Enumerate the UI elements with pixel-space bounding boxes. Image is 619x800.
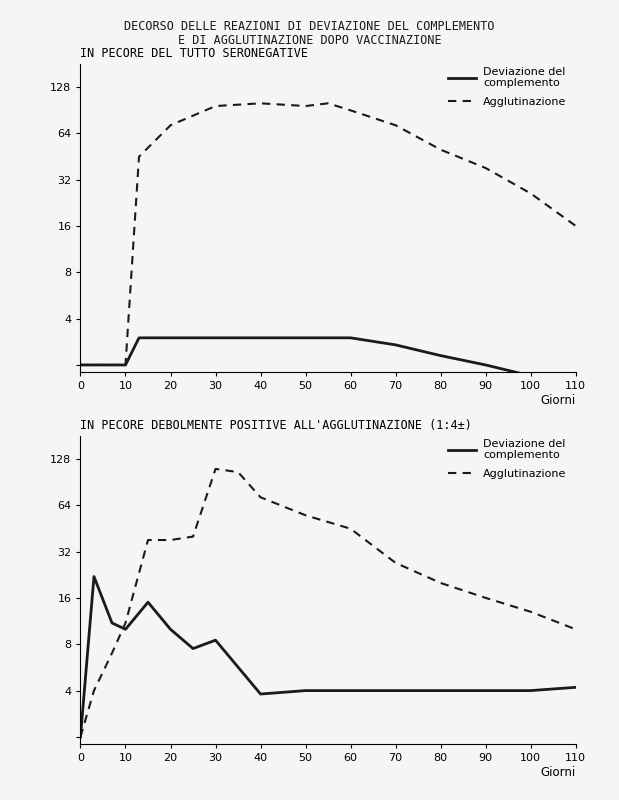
Agglutinazione — [108, 648, 116, 658]
Agglutinazione — [437, 145, 444, 154]
Deviazione del
complemento — [167, 625, 174, 634]
Deviazione del
complemento — [572, 682, 579, 692]
Agglutinazione — [167, 121, 174, 130]
Agglutinazione — [189, 532, 197, 542]
Deviazione del
complemento — [527, 686, 534, 695]
Deviazione del
complemento — [77, 732, 84, 742]
Deviazione del
complemento — [212, 635, 219, 645]
Agglutinazione — [437, 578, 444, 588]
Agglutinazione — [212, 102, 219, 111]
Text: IN PECORE DEBOLMENTE POSITIVE ALL'AGGLUTINAZIONE (1:4±): IN PECORE DEBOLMENTE POSITIVE ALL'AGGLUT… — [80, 419, 472, 432]
Agglutinazione — [235, 467, 242, 477]
Deviazione del
complemento — [482, 686, 490, 695]
Agglutinazione — [527, 189, 534, 198]
Agglutinazione — [392, 121, 399, 130]
X-axis label: Giorni: Giorni — [540, 394, 576, 406]
Agglutinazione — [90, 686, 98, 695]
Deviazione del
complemento — [302, 686, 310, 695]
Legend: Deviazione del
complemento, Agglutinazione: Deviazione del complemento, Agglutinazio… — [444, 63, 570, 110]
Agglutinazione — [302, 510, 310, 520]
Deviazione del
complemento — [527, 371, 534, 381]
Agglutinazione — [122, 360, 129, 370]
Deviazione del
complemento — [136, 333, 143, 342]
Agglutinazione — [212, 464, 219, 474]
Agglutinazione — [482, 593, 490, 602]
Agglutinazione — [347, 524, 354, 534]
Line: Deviazione del
complemento: Deviazione del complemento — [80, 338, 576, 389]
Deviazione del
complemento — [257, 690, 264, 699]
Agglutinazione — [77, 732, 84, 742]
Agglutinazione — [144, 535, 152, 545]
Deviazione del
complemento — [572, 384, 579, 394]
Agglutinazione — [136, 152, 143, 162]
Text: E DI AGGLUTINAZIONE DOPO VACCINAZIONE: E DI AGGLUTINAZIONE DOPO VACCINAZIONE — [178, 34, 441, 46]
Agglutinazione — [527, 607, 534, 617]
Deviazione del
complemento — [212, 333, 219, 342]
Agglutinazione — [482, 163, 490, 173]
Deviazione del
complemento — [437, 686, 444, 695]
Deviazione del
complemento — [90, 572, 98, 582]
Agglutinazione — [392, 558, 399, 568]
X-axis label: Giorni: Giorni — [540, 766, 576, 778]
Deviazione del
complemento — [189, 644, 197, 654]
Deviazione del
complemento — [108, 618, 116, 628]
Legend: Deviazione del
complemento, Agglutinazione: Deviazione del complemento, Agglutinazio… — [444, 435, 570, 482]
Text: IN PECORE DEL TUTTO SERONEGATIVE: IN PECORE DEL TUTTO SERONEGATIVE — [80, 47, 308, 60]
Agglutinazione — [347, 106, 354, 115]
Line: Agglutinazione: Agglutinazione — [80, 469, 576, 737]
Agglutinazione — [572, 625, 579, 634]
Deviazione del
complemento — [392, 686, 399, 695]
Deviazione del
complemento — [144, 598, 152, 607]
Agglutinazione — [122, 618, 129, 628]
Deviazione del
complemento — [437, 351, 444, 361]
Text: DECORSO DELLE REAZIONI DI DEVIAZIONE DEL COMPLEMENTO: DECORSO DELLE REAZIONI DI DEVIAZIONE DEL… — [124, 20, 495, 33]
Deviazione del
complemento — [167, 333, 174, 342]
Deviazione del
complemento — [392, 340, 399, 350]
Deviazione del
complemento — [302, 333, 310, 342]
Line: Deviazione del
complemento: Deviazione del complemento — [80, 577, 576, 737]
Agglutinazione — [257, 493, 264, 502]
Deviazione del
complemento — [347, 686, 354, 695]
Agglutinazione — [167, 535, 174, 545]
Agglutinazione — [77, 360, 84, 370]
Deviazione del
complemento — [347, 333, 354, 342]
Agglutinazione — [302, 102, 310, 111]
Agglutinazione — [324, 98, 332, 108]
Deviazione del
complemento — [257, 333, 264, 342]
Line: Agglutinazione: Agglutinazione — [80, 103, 576, 365]
Deviazione del
complemento — [122, 625, 129, 634]
Deviazione del
complemento — [482, 360, 490, 370]
Deviazione del
complemento — [122, 360, 129, 370]
Agglutinazione — [572, 221, 579, 230]
Agglutinazione — [257, 98, 264, 108]
Deviazione del
complemento — [77, 360, 84, 370]
